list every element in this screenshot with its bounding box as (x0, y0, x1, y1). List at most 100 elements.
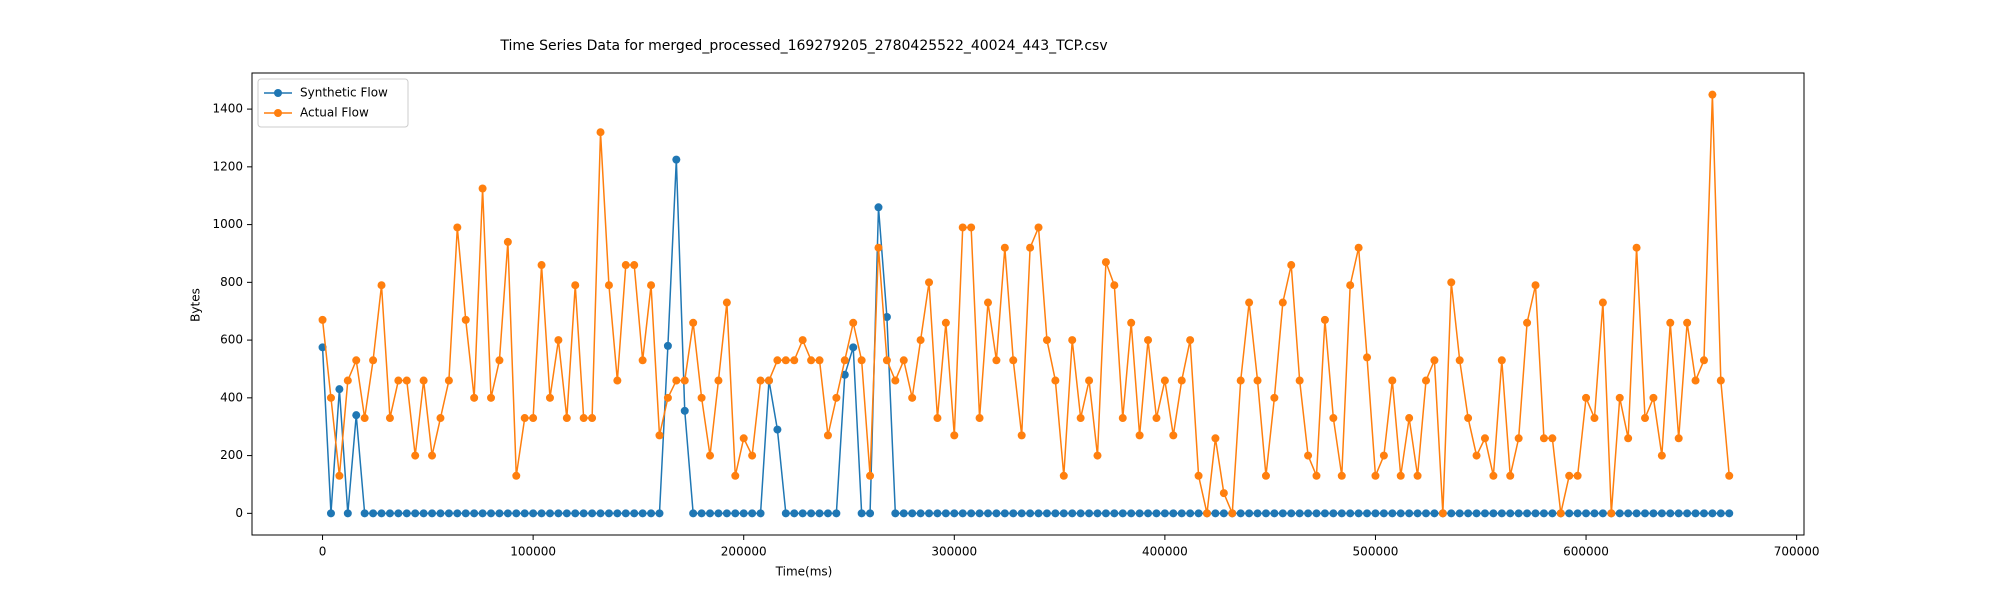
point (967, 509, 976, 518)
point (1160, 376, 1169, 385)
point (1405, 509, 1414, 518)
point (630, 261, 639, 270)
point (1236, 509, 1245, 518)
point (520, 414, 529, 423)
point (453, 509, 462, 518)
point (722, 509, 731, 518)
point (1228, 509, 1237, 518)
point (1127, 318, 1136, 327)
point (1480, 509, 1489, 518)
point (1295, 509, 1304, 518)
point (596, 128, 605, 137)
point (748, 509, 757, 518)
point (1085, 509, 1094, 518)
point (419, 509, 428, 518)
point (756, 376, 765, 385)
point (1539, 434, 1548, 443)
point (790, 509, 799, 518)
point (1691, 376, 1700, 385)
point (1371, 471, 1380, 480)
point (1683, 509, 1692, 518)
point (1624, 434, 1633, 443)
point (1615, 509, 1624, 518)
point (1026, 509, 1035, 518)
point (621, 509, 630, 518)
point (1363, 353, 1372, 362)
point (1177, 509, 1186, 518)
point (1034, 223, 1043, 232)
point (1371, 509, 1380, 518)
point (318, 315, 327, 324)
point (1076, 509, 1085, 518)
point (1009, 509, 1018, 518)
point (1649, 509, 1658, 518)
point (503, 237, 512, 246)
point (1135, 509, 1144, 518)
point (1531, 281, 1540, 290)
y-tick-label: 800 (220, 275, 243, 289)
point (1017, 509, 1026, 518)
point (1531, 509, 1540, 518)
point (369, 356, 378, 365)
point (731, 471, 740, 480)
point (1615, 393, 1624, 402)
point (1270, 393, 1279, 402)
point (1304, 509, 1313, 518)
point (512, 471, 521, 480)
point (1152, 509, 1161, 518)
point (1413, 509, 1422, 518)
point (385, 414, 394, 423)
y-tick-label: 0 (235, 506, 243, 520)
point (1489, 509, 1498, 518)
point (1506, 509, 1515, 518)
point (1093, 509, 1102, 518)
point (967, 223, 976, 232)
point (975, 414, 984, 423)
point (428, 451, 437, 460)
point (739, 434, 748, 443)
point (891, 509, 900, 518)
point (1076, 414, 1085, 423)
point (663, 341, 672, 350)
point (680, 406, 689, 415)
x-tick-label: 200000 (721, 545, 767, 559)
point (343, 509, 352, 518)
point (1219, 509, 1228, 518)
point (1320, 509, 1329, 518)
point (352, 411, 361, 420)
x-tick-label: 300000 (931, 545, 977, 559)
point (1455, 509, 1464, 518)
point (1657, 451, 1666, 460)
plot-frame (251, 72, 1805, 536)
point (444, 509, 453, 518)
point (335, 471, 344, 480)
point (571, 509, 580, 518)
point (1556, 509, 1565, 518)
point (554, 509, 563, 518)
point (1523, 509, 1532, 518)
point (1068, 336, 1077, 345)
point (1464, 414, 1473, 423)
point (529, 509, 538, 518)
legend-box (257, 78, 409, 128)
point (689, 318, 698, 327)
point (1278, 509, 1287, 518)
point (436, 414, 445, 423)
y-tick-label: 600 (220, 333, 243, 347)
legend-label: Actual Flow (300, 106, 369, 120)
point (1354, 509, 1363, 518)
point (1725, 471, 1734, 480)
point (1287, 509, 1296, 518)
point (882, 312, 891, 321)
point (335, 385, 344, 394)
point (1059, 471, 1068, 480)
point (1405, 414, 1414, 423)
point (1708, 90, 1717, 99)
point (596, 509, 605, 518)
point (941, 318, 950, 327)
point (672, 376, 681, 385)
point (1135, 431, 1144, 440)
point (1329, 414, 1338, 423)
point (832, 509, 841, 518)
point (1110, 509, 1119, 518)
